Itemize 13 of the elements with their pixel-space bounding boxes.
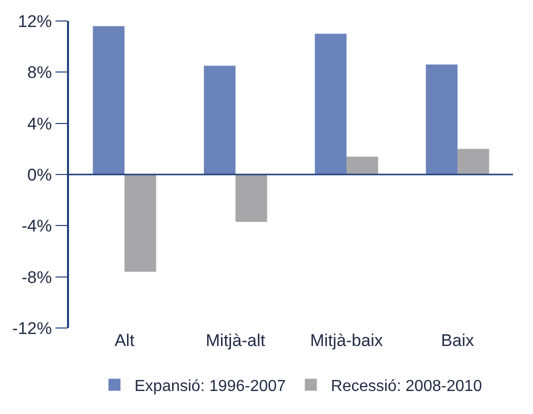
y-tick-label: 8% bbox=[27, 63, 52, 82]
x-tick-label: Baix bbox=[440, 331, 475, 350]
y-tick-label: -8% bbox=[22, 268, 52, 287]
y-tick-label: 0% bbox=[27, 165, 52, 184]
x-tick-label: Mitjà-alt bbox=[206, 331, 266, 350]
y-tick-label: -4% bbox=[22, 216, 52, 236]
y-tick-label: -12% bbox=[12, 318, 52, 338]
x-tick-label: Alt bbox=[114, 331, 135, 350]
legend-label: Recessió: 2008-2010 bbox=[330, 378, 482, 396]
y-tick-label: 4% bbox=[27, 114, 52, 134]
legend-label: Expansió: 1996-2007 bbox=[134, 378, 286, 396]
x-tick-label: Mitjà-baix bbox=[310, 331, 384, 350]
y-tick-label: 12% bbox=[18, 12, 52, 31]
